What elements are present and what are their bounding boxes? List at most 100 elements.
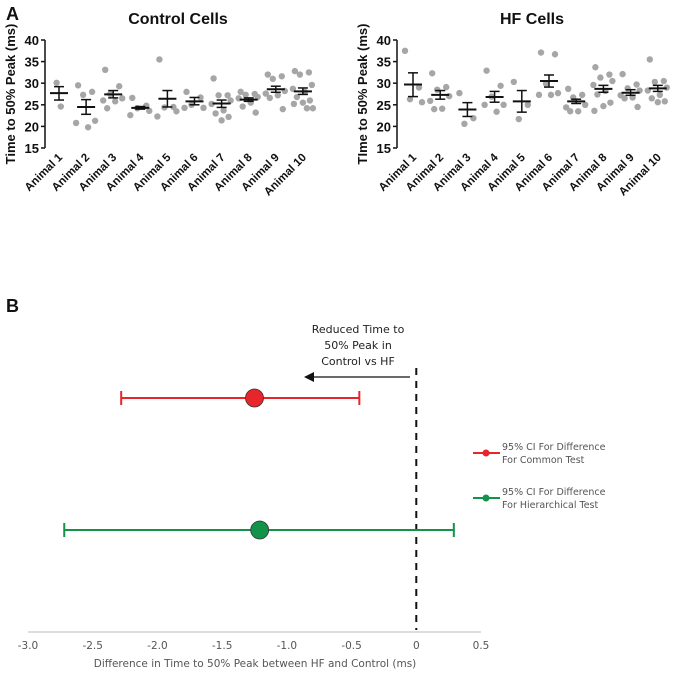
data-point (129, 94, 136, 102)
data-point (606, 71, 613, 78)
annotation-text: 50% Peak in (324, 339, 392, 352)
x-tick-label: -0.5 (341, 640, 362, 652)
data-point (624, 85, 631, 92)
panel-title: HF Cells (500, 11, 564, 28)
data-point (306, 97, 314, 104)
data-point (266, 94, 273, 102)
data-point (461, 120, 468, 128)
data-point (173, 108, 180, 115)
y-tick-label: 35 (377, 55, 391, 70)
data-point (183, 88, 190, 96)
data-point (415, 84, 423, 91)
panel-hf-cells: HF Cells 15 20 25 30 35 40 TIme to 50% Peak (ms… (355, 11, 670, 199)
data-point (218, 117, 225, 124)
data-point (634, 103, 641, 111)
data-point (619, 70, 626, 78)
data-point (303, 105, 311, 112)
data-point (579, 91, 586, 99)
data-point (290, 100, 298, 108)
data-point (309, 105, 317, 112)
data-point (305, 69, 313, 76)
data-point (609, 77, 616, 85)
legend-marker (482, 494, 490, 502)
data-point (84, 124, 92, 131)
data-point (278, 73, 285, 80)
data-point (296, 71, 304, 78)
y-tick-label: 15 (377, 141, 391, 156)
data-point (100, 97, 107, 104)
data-point (654, 99, 661, 106)
data-point (646, 56, 653, 63)
data-point (224, 92, 231, 99)
data-point (220, 107, 227, 114)
panel-title: Control Cells (128, 11, 228, 28)
data-point (308, 81, 316, 89)
data-point (156, 56, 163, 63)
data-point (515, 115, 522, 123)
data-point (252, 109, 259, 116)
data-point (651, 78, 658, 86)
data-point (600, 102, 607, 110)
panel-label-a: A (6, 4, 19, 24)
data-point (510, 78, 517, 86)
data-point (146, 107, 153, 115)
annotation-text: Reduced Time to (312, 323, 405, 336)
data-point (88, 88, 96, 96)
data-point (443, 83, 450, 91)
data-point (456, 89, 463, 97)
data-point (660, 77, 667, 85)
data-point (483, 67, 490, 74)
data-point (181, 104, 188, 112)
data-point (481, 101, 488, 109)
data-point (429, 70, 436, 77)
data-point (633, 81, 640, 88)
data-point (592, 64, 599, 71)
y-tick-label: 25 (377, 98, 391, 113)
data-point (621, 95, 628, 102)
data-point (293, 93, 301, 101)
x-tick-label: -3.0 (18, 640, 39, 652)
data-point (200, 104, 207, 112)
legend-label: For Hierarchical Test (502, 500, 598, 511)
data-point (57, 103, 64, 110)
data-point (299, 99, 307, 106)
data-point (208, 100, 215, 108)
data-point (279, 105, 286, 113)
data-point (439, 105, 446, 112)
data-point (262, 90, 269, 97)
data-point (239, 103, 246, 110)
data-point (591, 107, 598, 115)
data-point (74, 82, 82, 89)
data-point (116, 83, 123, 90)
data-point (79, 91, 87, 99)
estimate-point (245, 388, 264, 408)
y-axis-label: TIme to 50% Peak (ms) (355, 24, 370, 165)
data-point (554, 89, 562, 97)
data-point (227, 97, 234, 104)
data-point (215, 92, 222, 99)
legend-marker (482, 449, 490, 457)
data-point (104, 105, 111, 112)
data-point (648, 95, 655, 102)
y-tick-label: 20 (25, 119, 39, 134)
y-tick-label: 40 (25, 33, 39, 48)
x-tick-label: 0 (413, 640, 420, 652)
data-point (537, 49, 545, 56)
data-point (127, 111, 134, 119)
arrow-left-icon (304, 372, 314, 382)
y-tick-label: 20 (377, 119, 391, 134)
data-point (119, 95, 126, 102)
data-point (597, 74, 604, 81)
data-point (197, 94, 204, 101)
data-point (274, 92, 281, 99)
data-point (567, 108, 574, 115)
data-point (242, 91, 249, 99)
data-point (661, 98, 668, 105)
legend-label: 95% CI For Difference (502, 442, 606, 453)
data-point (431, 105, 438, 113)
annotation-text: Control vs HF (321, 355, 395, 368)
y-tick-label: 15 (25, 141, 39, 156)
y-tick-label: 30 (25, 76, 39, 91)
data-point (434, 86, 441, 93)
